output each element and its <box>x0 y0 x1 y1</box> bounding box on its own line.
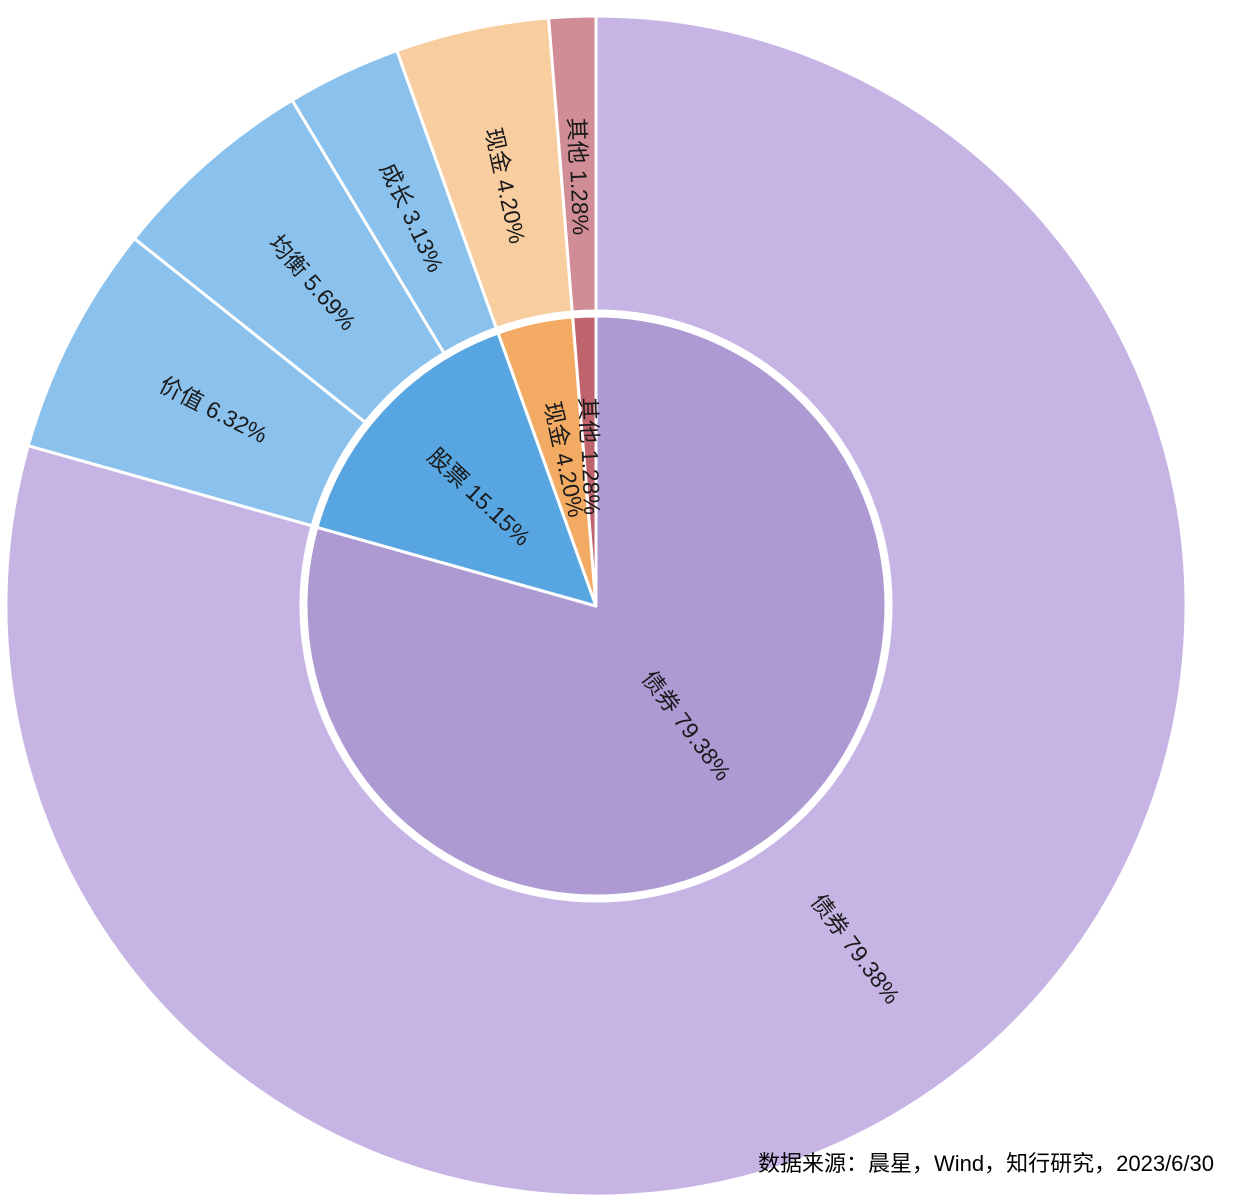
outer-ring-segment-other <box>547 14 598 314</box>
inner-ring-segment-other <box>571 314 598 608</box>
outer-ring-label-other: 其他 1.28% <box>563 117 594 236</box>
inner-ring-segment-stock <box>315 331 598 608</box>
outer-ring-segment-bond <box>4 14 1188 1198</box>
inner-ring-label-other: 其他 1.28% <box>575 397 606 516</box>
data-source-note: 数据来源：晨星，Wind，知行研究，2023/6/30 <box>758 1151 1214 1176</box>
